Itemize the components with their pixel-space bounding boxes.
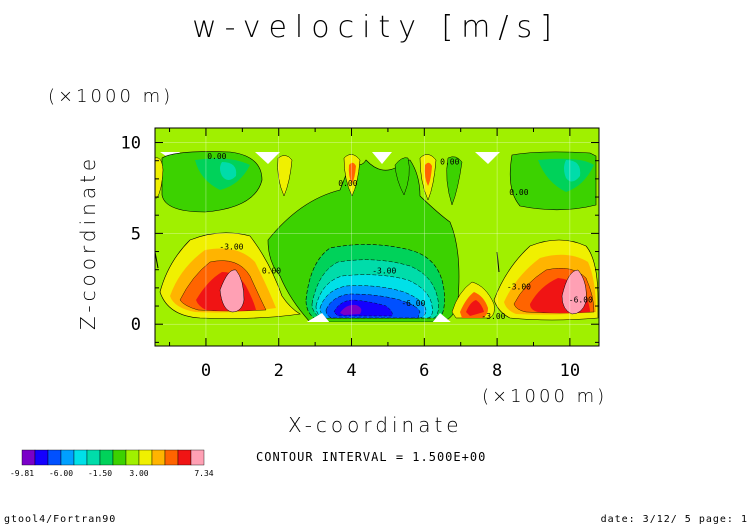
colorbar-box xyxy=(151,449,166,466)
x-tick-label: 4 xyxy=(346,361,356,381)
y-axis-unit: (×1000 m) xyxy=(48,86,174,107)
x-axis-unit: (×1000 m) xyxy=(482,386,608,407)
chart-title: w-velocity [m/s] xyxy=(192,10,560,45)
colorbar-labels: -9.81 -6.00 -1.50 3.00 7.34 xyxy=(10,469,214,478)
colorbar-box xyxy=(47,449,62,466)
colorbar-boxes xyxy=(21,449,205,466)
contour-label: -3.00 xyxy=(372,266,396,275)
colorbar-box xyxy=(138,449,153,466)
x-tick-label: 2 xyxy=(274,361,284,381)
colorbar-box xyxy=(60,449,75,466)
updraft-lower-left-core xyxy=(219,269,245,313)
colorbar-tick-label: -6.00 xyxy=(49,469,73,478)
colorbar-tick-label: 7.34 xyxy=(194,469,213,478)
white-gap xyxy=(432,313,452,323)
cell-upper-right-core2 xyxy=(564,160,581,182)
colorbar-box xyxy=(99,449,114,466)
contour-label: 0.00 xyxy=(207,152,226,161)
contour-label: -3.00 xyxy=(481,312,505,321)
white-gap xyxy=(475,152,500,164)
y-tick-label: 5 xyxy=(131,224,141,244)
colorbar-box xyxy=(34,449,49,466)
white-gap xyxy=(255,152,280,164)
grid-lines xyxy=(155,128,599,346)
footer-date-page: date: 3/12/ 5 page: 1 xyxy=(600,514,748,525)
contour-label: 0.00 xyxy=(509,188,528,197)
colorbar-tick-label: -1.50 xyxy=(88,469,112,478)
x-tick-label: 8 xyxy=(492,361,502,381)
x-axis-label: X-coordinate xyxy=(288,413,463,437)
updraft-lower-mid-core xyxy=(466,300,484,316)
x-tick-label: 6 xyxy=(419,361,429,381)
colorbar-box xyxy=(177,449,192,466)
colorbar-box xyxy=(21,449,36,466)
cell-small-middle xyxy=(394,157,410,196)
updraft-lower-right-core xyxy=(561,269,587,315)
x-tick-label: 10 xyxy=(560,361,580,381)
x-tick-label: 0 xyxy=(201,361,211,381)
y-tick-label: 10 xyxy=(121,134,141,154)
colorbar-box xyxy=(112,449,127,466)
colorbar-tick-label: -9.81 xyxy=(10,469,34,478)
white-gap xyxy=(305,313,330,323)
colorbar-tick-label: 3.00 xyxy=(129,469,148,478)
contour-interval-note: CONTOUR INTERVAL = 1.500E+00 xyxy=(256,450,487,464)
contour-label: 0.00 xyxy=(338,179,357,188)
contour-label: -6.00 xyxy=(401,299,425,308)
white-gap xyxy=(372,152,392,164)
contour-fill xyxy=(155,128,599,346)
colorbar-box xyxy=(86,449,101,466)
y-tick-label: 0 xyxy=(131,315,141,335)
colorbar-box xyxy=(73,449,88,466)
updraft-upper-3-core xyxy=(424,162,432,186)
colorbar-box xyxy=(164,449,179,466)
updraft-upper-2-core xyxy=(348,162,356,184)
contour-label: -3.00 xyxy=(219,243,243,252)
contour-label: -3.00 xyxy=(507,283,531,292)
cell-upper-left-core2 xyxy=(220,162,237,180)
footer-program-name: gtool4/Fortran90 xyxy=(4,514,117,525)
downdraft-core xyxy=(340,304,362,315)
contour-label: 0.00 xyxy=(262,266,281,275)
field-bottom-band xyxy=(155,322,599,346)
contour-label: 0.00 xyxy=(440,157,459,166)
colorbar-box xyxy=(125,449,140,466)
colorbar-box xyxy=(190,449,205,466)
colorbar: -9.81 -6.00 -1.50 3.00 7.34 xyxy=(10,449,214,478)
plot-frame xyxy=(154,127,600,347)
cell-small-right xyxy=(446,156,463,206)
contour-labels: 0.00 0.00 0.00 0.00 0.00 -3.00 -3.00 -6.00 -3.00… xyxy=(207,152,593,321)
axis-ticks: 0 2 4 6 8 10 0 5 10 xyxy=(121,128,599,381)
contour-label: -6.00 xyxy=(569,295,593,304)
